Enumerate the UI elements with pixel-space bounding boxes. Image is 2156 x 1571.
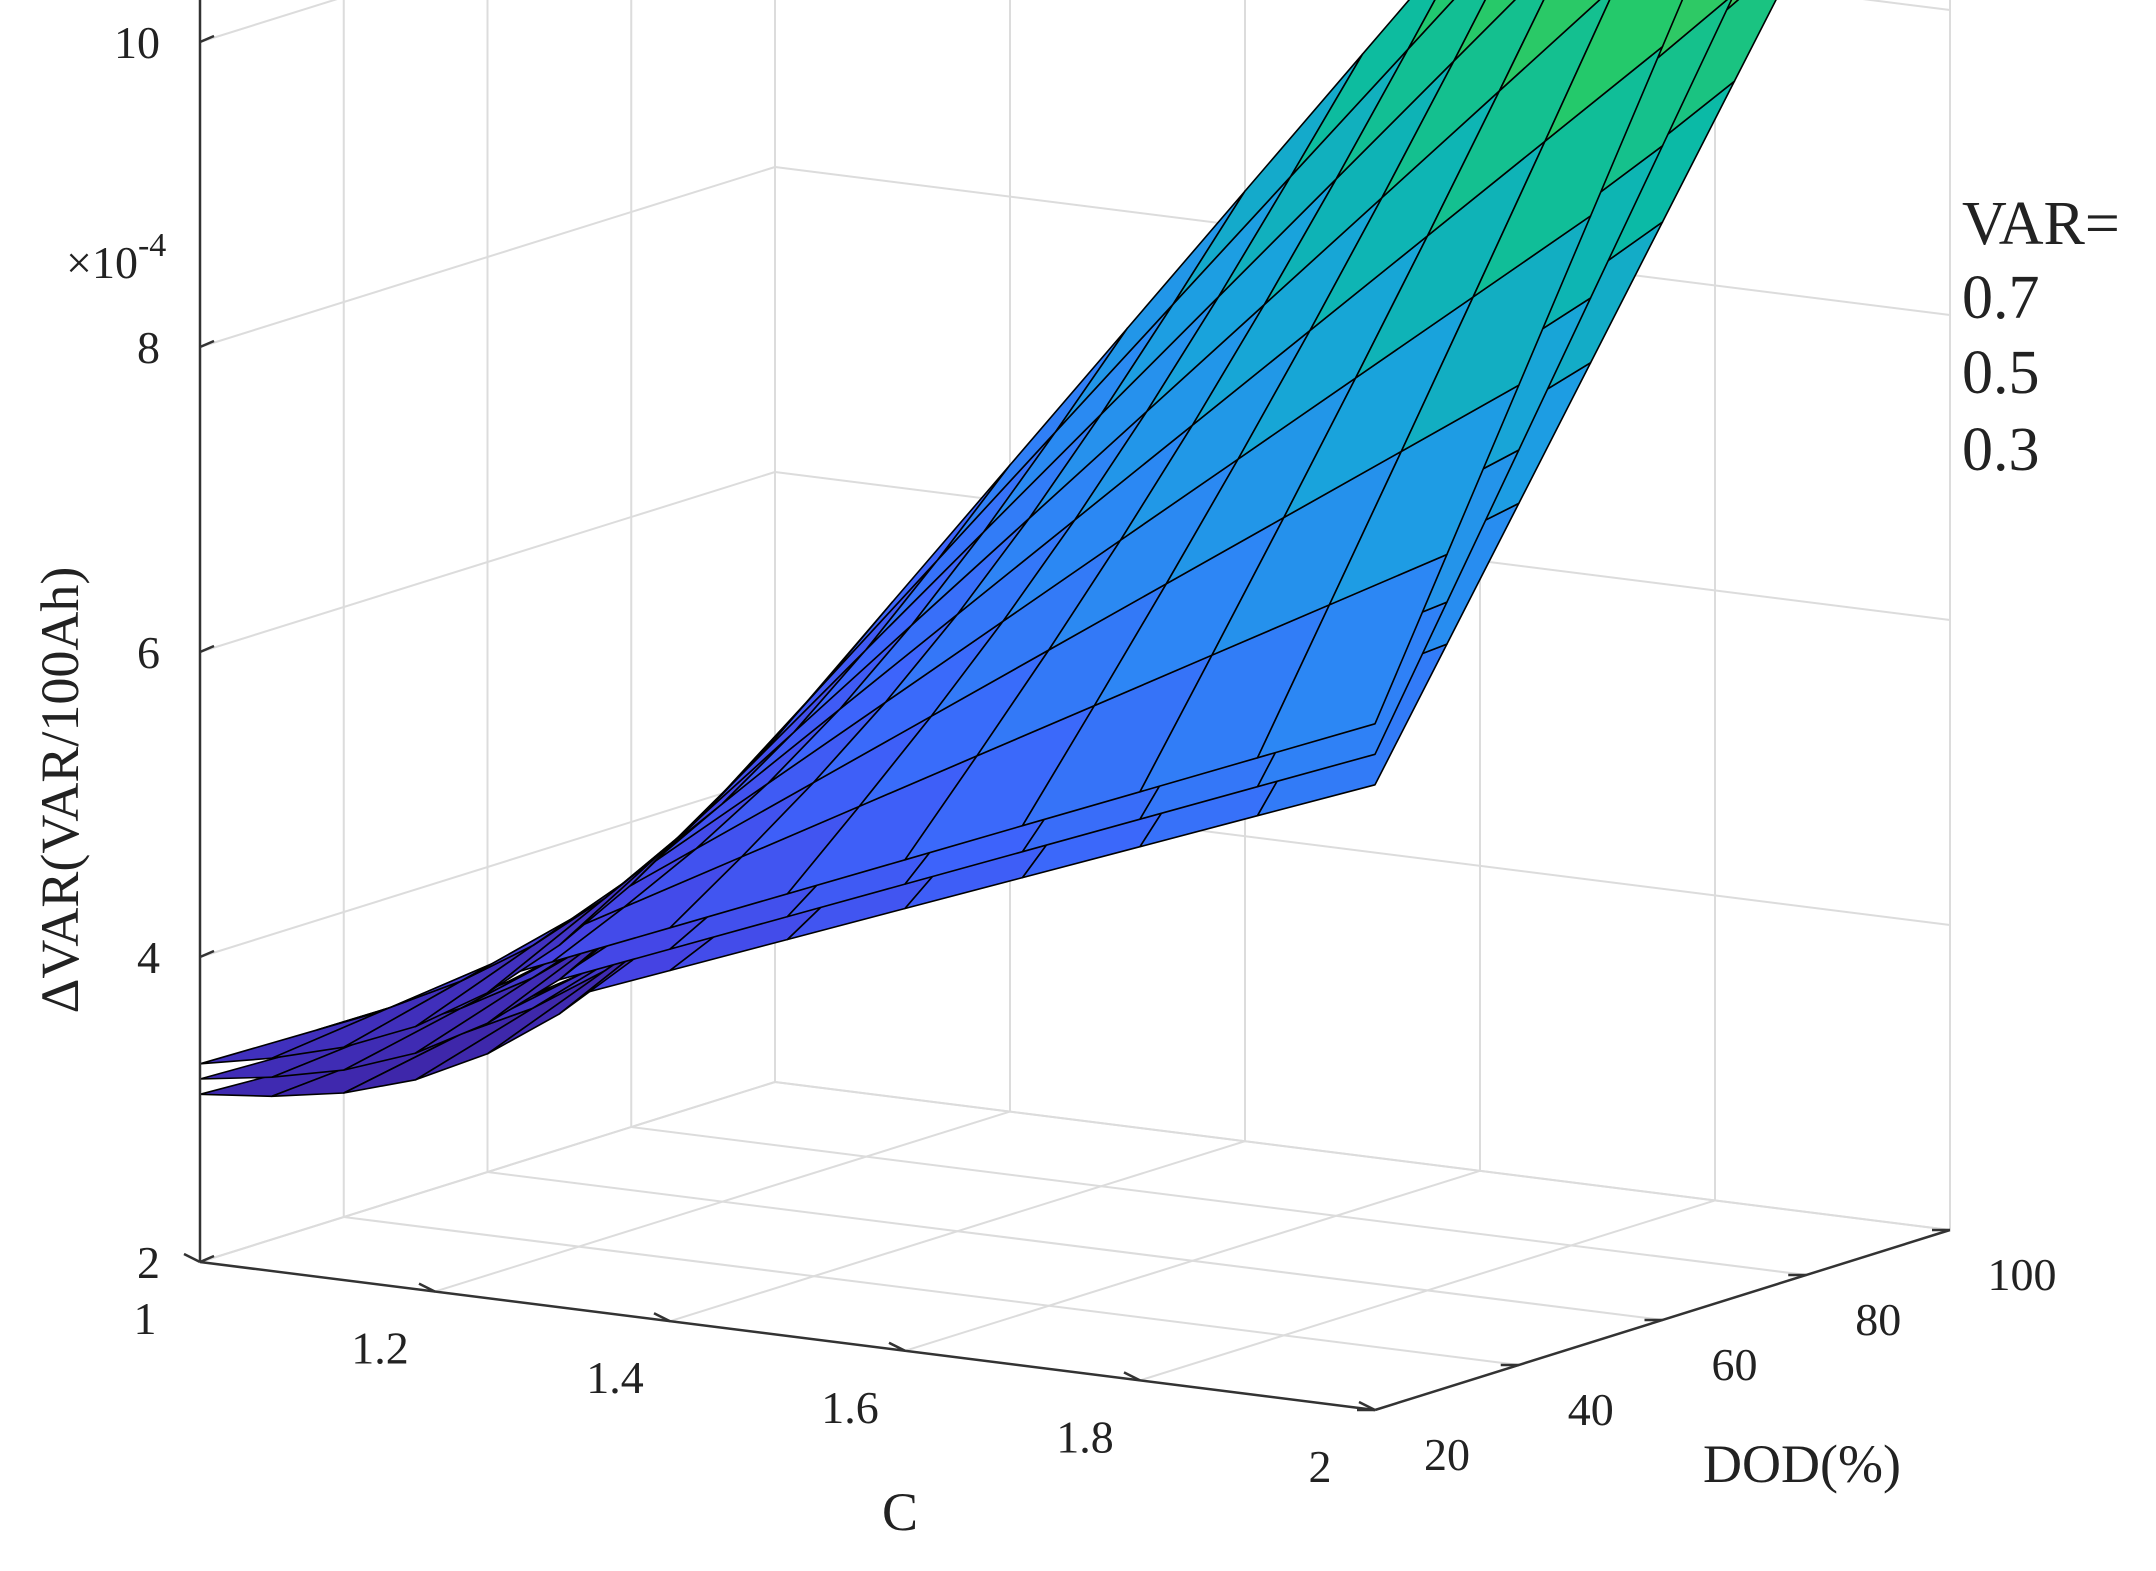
z-tick [199,1254,215,1264]
z-tick-label: 6 [137,627,160,678]
side-wall-gridline-z [199,0,338,43]
surface-cell [1289,0,1436,178]
side-wall-gridline-z [199,166,776,348]
surface-cell [1381,0,1545,199]
x-tick [888,1341,906,1352]
var-label-0.7: 0.7 [1962,264,2040,332]
z-tick [199,34,215,44]
z-tick-label: 2 [137,1237,160,1288]
var-label-0.3: 0.3 [1962,416,2040,484]
y-tick-label: 100 [1988,1249,2057,1300]
x-tick-label: 1.2 [351,1323,409,1374]
surface-cell [1426,0,1611,237]
z-tick-label: 4 [137,932,160,983]
z-tick [199,644,215,654]
text-layer: ×10-4 C DOD(%) ΔVAR(VAR/100Ah) VAR= 2 4 6 8… [30,17,2120,1542]
var-label-prefix: VAR= [1962,190,2120,258]
x-tick [418,1282,436,1293]
y-tick-label: 80 [1855,1294,1901,1345]
exponent-label: ×10-4 [66,227,166,288]
x-tick [653,1312,671,1323]
floor-gridline-dod [343,1216,1519,1366]
x-tick-label: 1 [134,1293,157,1344]
x-tick [1358,1400,1376,1412]
surface-layer [199,0,1777,1098]
x-tick-label: 1.8 [1056,1411,1114,1462]
z-tick [199,949,215,959]
surface-cell [1544,0,1684,142]
x-tick [1123,1371,1141,1382]
floor-gridline-dod [631,1126,1807,1276]
side-wall-gridline-z [199,1081,776,1263]
y-tick-label: 40 [1568,1384,1614,1435]
x-tick-label: 1.6 [821,1382,879,1433]
y-axis-label: DOD(%) [1703,1434,1901,1494]
axis-layer [183,0,1951,1412]
side-wall-gridline-z [199,776,776,958]
x-tick-label: 2 [1309,1441,1332,1492]
y-tick-label: 60 [1712,1339,1758,1390]
surface-var-0.7 [199,0,1684,1065]
floor-gridline-dod [487,1171,1663,1321]
surface-cell [1453,0,1516,62]
side-wall-gridline-z [199,471,776,653]
z-tick-label: 10 [114,17,160,68]
surface-cell [1498,0,1601,92]
y-tick-label: 20 [1424,1429,1470,1480]
surface-cell [1335,0,1487,180]
surface-cell [1407,0,1455,50]
z-axis-label: ΔVAR(VAR/100Ah) [30,567,90,1014]
z-tick-label: 8 [137,322,160,373]
x-axis-line [199,1260,1376,1412]
z-tick [199,339,215,349]
x-tick [183,1252,201,1264]
x-axis-label: C [882,1482,918,1542]
var-label-0.5: 0.5 [1962,339,2040,407]
back-wall-gridline-z [774,1081,1951,1231]
x-tick-label: 1.4 [586,1352,644,1403]
